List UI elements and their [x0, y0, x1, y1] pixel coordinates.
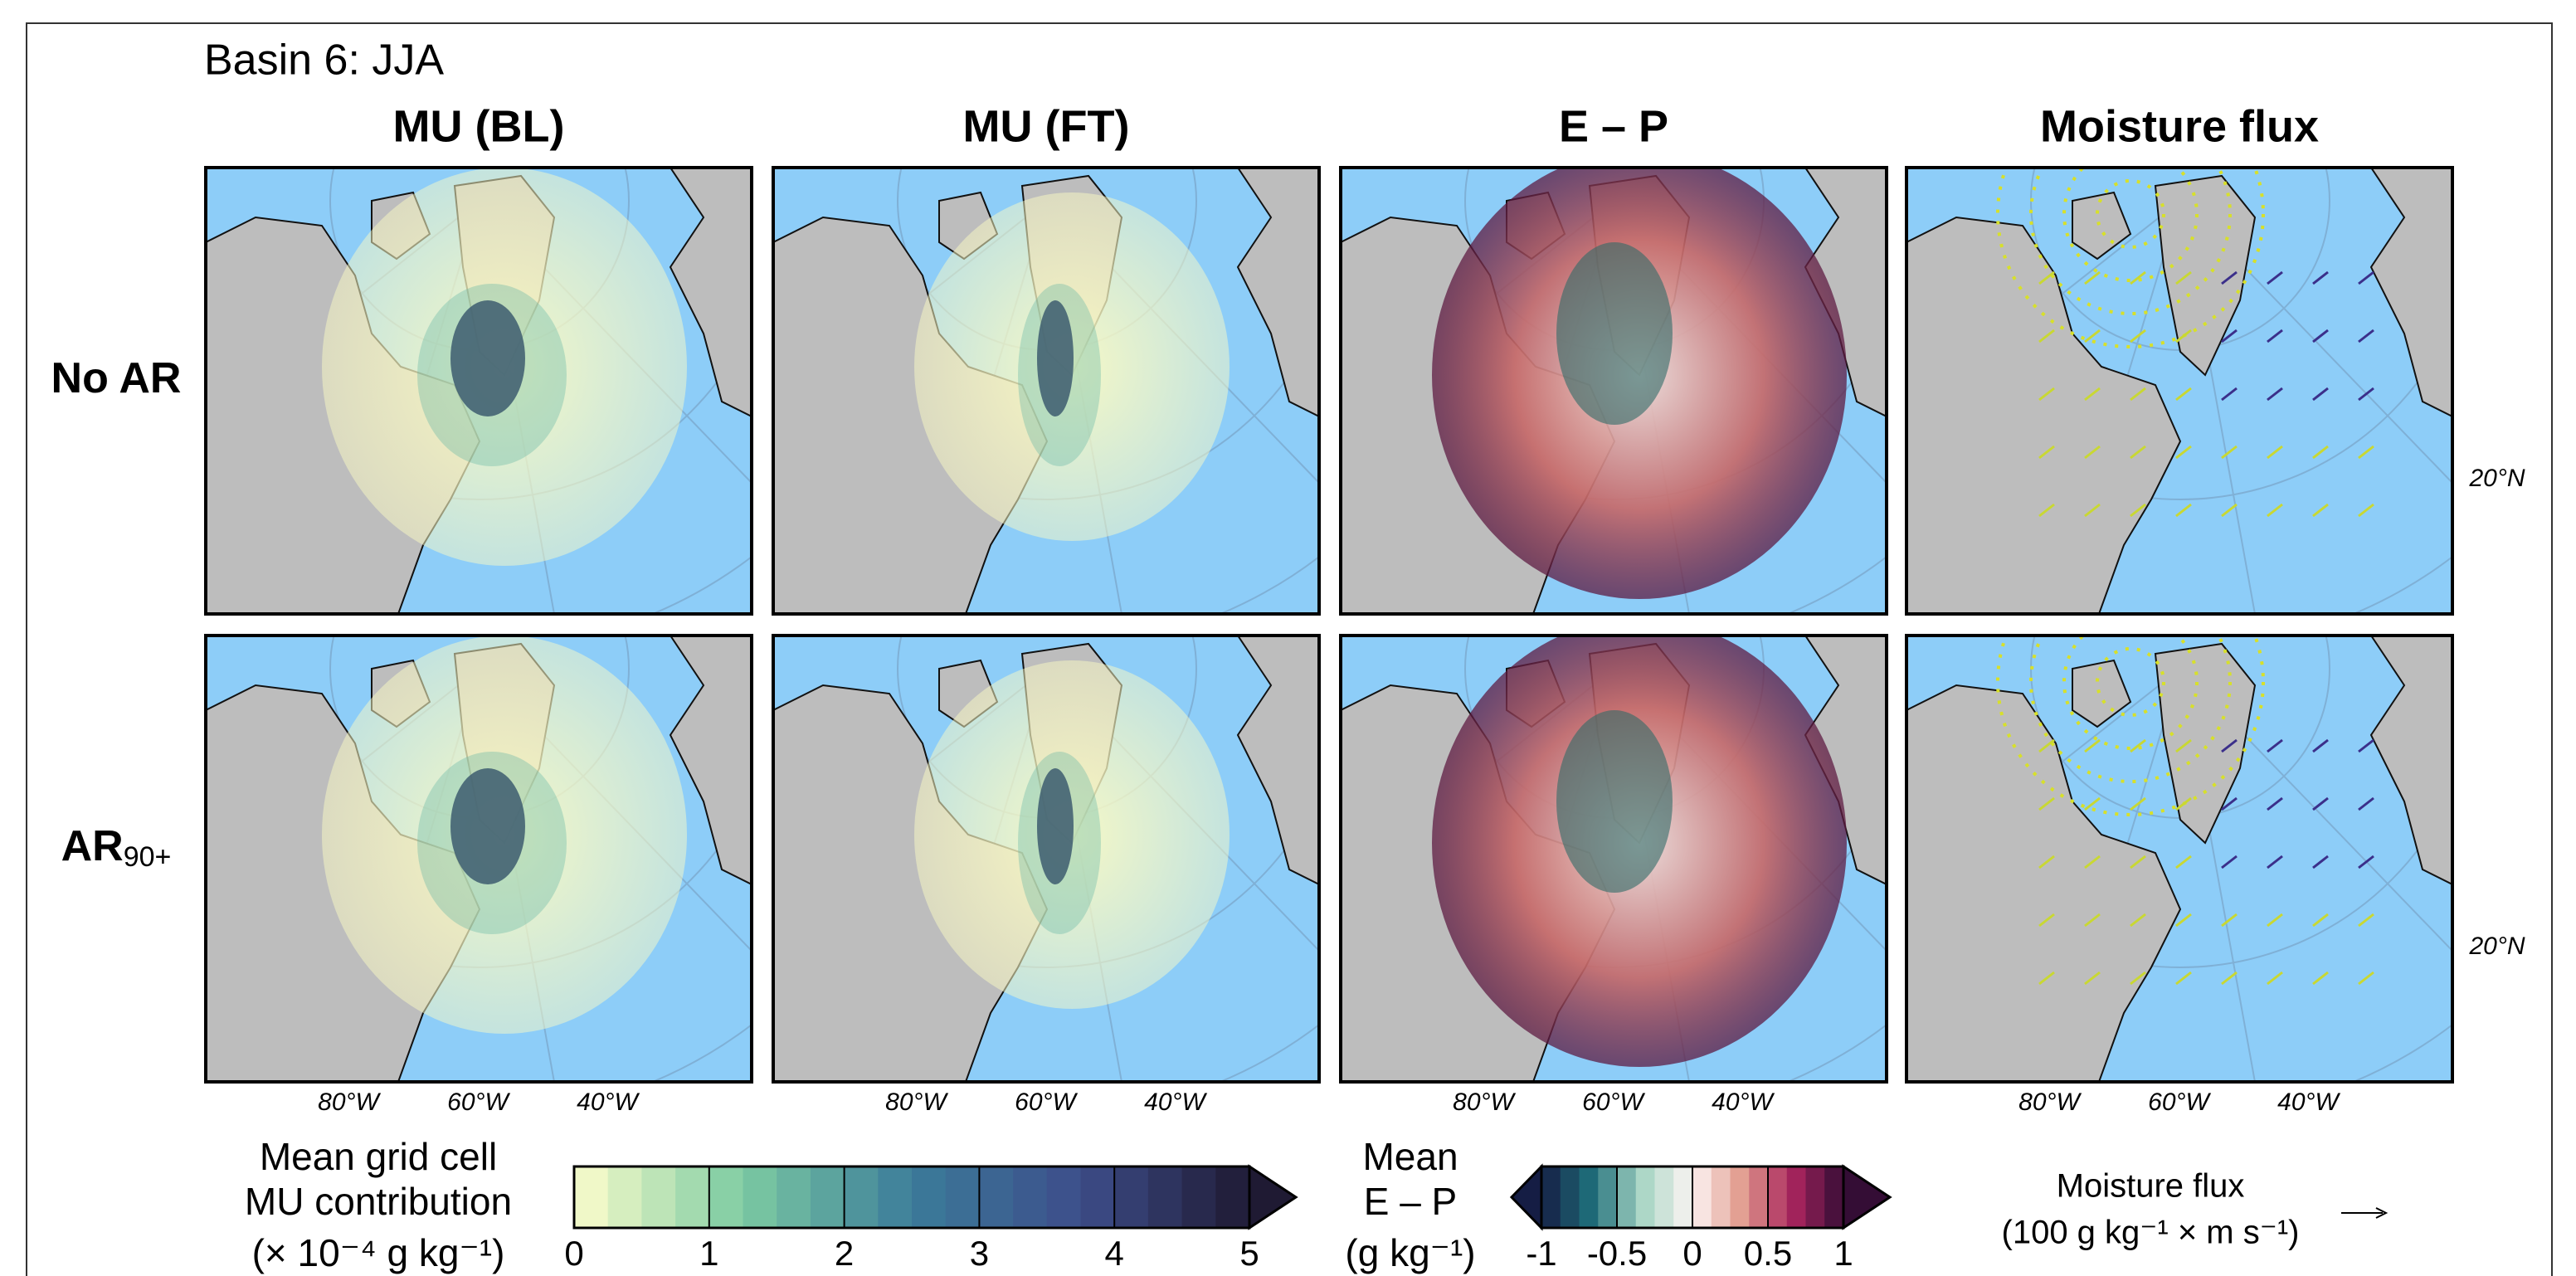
- longitude-label: 60°W: [2148, 1088, 2211, 1116]
- colorbar-tick-label: 0: [1682, 1234, 1702, 1273]
- colorbar-segment: [1655, 1166, 1674, 1228]
- colorbar-segment: [1561, 1166, 1580, 1228]
- field-mid: [417, 284, 567, 466]
- colorbar-segment: [1636, 1166, 1655, 1228]
- colorbar-label: Mean grid cell: [260, 1135, 497, 1178]
- field-mid: [1018, 752, 1101, 934]
- longitude-label: 60°W: [447, 1088, 510, 1116]
- colorbar-tick-label: 0.5: [1744, 1234, 1792, 1273]
- longitude-label: 40°W: [1712, 1088, 1775, 1116]
- colorbar-segment: [1598, 1166, 1617, 1228]
- quiver-key-label: (100 g kg⁻¹ × m s⁻¹): [2002, 1215, 2300, 1251]
- colorbar-segment: [979, 1166, 1013, 1228]
- colorbar-tick-label: 1: [699, 1234, 718, 1273]
- colorbar-segment: [1731, 1166, 1750, 1228]
- colorbar-segment: [675, 1166, 709, 1228]
- colorbar-segment: [1013, 1166, 1047, 1228]
- colorbar-segment: [709, 1166, 743, 1228]
- colorbar-segment: [574, 1166, 608, 1228]
- row-label-subscript: 90+: [124, 841, 172, 873]
- longitude-label: 40°W: [1144, 1088, 1207, 1116]
- colorbar-tick-label: 3: [970, 1234, 989, 1273]
- colorbar-tick-label: 5: [1239, 1234, 1259, 1273]
- colorbar-segment: [1182, 1166, 1216, 1228]
- colorbar-segment: [1047, 1166, 1081, 1228]
- colorbar-segment: [1712, 1166, 1731, 1228]
- colorbar-segment: [608, 1166, 642, 1228]
- column-title: MU (BL): [393, 101, 565, 151]
- colorbar-tick-label: 1: [1833, 1234, 1853, 1273]
- colorbar-segment: [1081, 1166, 1115, 1228]
- column-title: MU (FT): [963, 101, 1130, 151]
- colorbar-segment: [1617, 1166, 1636, 1228]
- colorbar-extend-min: [1512, 1166, 1541, 1228]
- colorbar-tick-label: 2: [835, 1234, 854, 1273]
- latitude-label: 20°N: [2468, 465, 2525, 492]
- row-label: AR90+: [61, 822, 172, 873]
- colorbar-segment: [1580, 1166, 1599, 1228]
- field-center: [1556, 242, 1673, 425]
- colorbar-segment: [743, 1166, 777, 1228]
- colorbar-segment: [1824, 1166, 1843, 1228]
- colorbar-segment: [845, 1166, 879, 1228]
- figure-title: Basin 6: JJA: [204, 37, 444, 85]
- figure: Basin 6: JJA MU (BL) MU (FT) E – P Moisture…: [0, 0, 2576, 1276]
- colorbar-label: (g kg⁻¹): [1345, 1231, 1475, 1274]
- colorbar-segment: [1692, 1166, 1712, 1228]
- colorbar-segment: [912, 1166, 946, 1228]
- colorbar-segment: [946, 1166, 980, 1228]
- column-title: Moisture flux: [2040, 101, 2319, 151]
- colorbar-segment: [1768, 1166, 1787, 1228]
- colorbar-label: Mean: [1362, 1135, 1458, 1178]
- longitude-label: 40°W: [577, 1088, 640, 1116]
- colorbar-tick-label: 4: [1105, 1234, 1124, 1273]
- field-mid: [1018, 284, 1101, 466]
- row-label: No AR: [51, 354, 182, 402]
- longitude-label: 80°W: [1453, 1088, 1516, 1116]
- colorbar-segment: [1806, 1166, 1825, 1228]
- colorbar-segment: [1749, 1166, 1768, 1228]
- colorbar-tick-label: 0: [564, 1234, 583, 1273]
- longitude-label: 80°W: [885, 1088, 948, 1116]
- longitude-label: 80°W: [318, 1088, 381, 1116]
- quiver-key-label: Moisture flux: [2057, 1168, 2245, 1205]
- row-label-main: AR: [61, 822, 124, 870]
- colorbar-extend-max: [1843, 1166, 1890, 1228]
- colorbar-segment: [1673, 1166, 1692, 1228]
- colorbar-segment: [641, 1166, 675, 1228]
- column-title: E – P: [1559, 101, 1668, 151]
- colorbar-segment: [811, 1166, 845, 1228]
- longitude-label: 40°W: [2277, 1088, 2340, 1116]
- colorbar-segment: [1148, 1166, 1182, 1228]
- colorbar-segment: [1114, 1166, 1148, 1228]
- longitude-label: 80°W: [2018, 1088, 2082, 1116]
- field-mid: [417, 752, 567, 934]
- colorbar-tick-label: -0.5: [1587, 1234, 1647, 1273]
- colorbar-segment: [1541, 1166, 1561, 1228]
- colorbar-segment: [1215, 1166, 1249, 1228]
- colorbar-segment: [878, 1166, 912, 1228]
- colorbar-segment: [777, 1166, 811, 1228]
- longitude-label: 60°W: [1582, 1088, 1645, 1116]
- colorbar-tick-label: -1: [1526, 1234, 1556, 1273]
- colorbar-segment: [1787, 1166, 1806, 1228]
- colorbar-label: E – P: [1364, 1180, 1458, 1223]
- latitude-label: 20°N: [2468, 933, 2525, 960]
- field-center: [1556, 710, 1673, 893]
- colorbar-label: MU contribution: [245, 1180, 512, 1223]
- row-label-main: No AR: [51, 354, 182, 402]
- colorbar-extend-max: [1249, 1166, 1296, 1228]
- longitude-label: 60°W: [1015, 1088, 1078, 1116]
- colorbar-label: (× 10⁻⁴ g kg⁻¹): [252, 1231, 505, 1274]
